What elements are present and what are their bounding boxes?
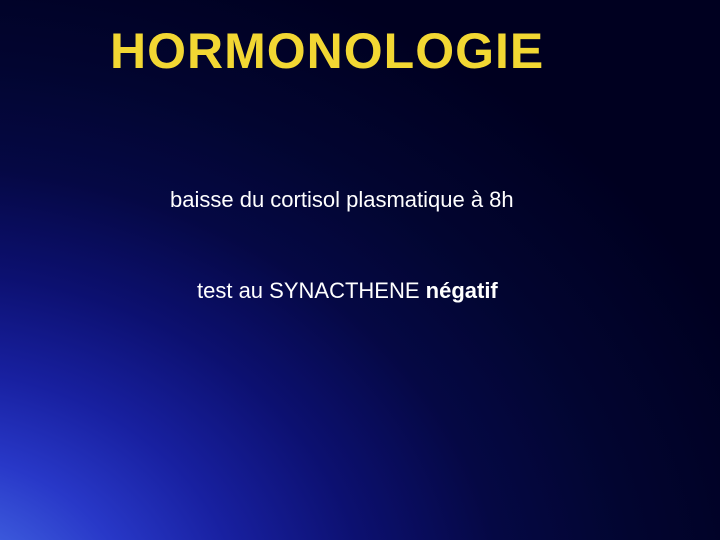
slide-container: HORMONOLOGIE baisse du cortisol plasmati… (0, 0, 720, 540)
slide-title: HORMONOLOGIE (110, 22, 544, 80)
body-line-1: baisse du cortisol plasmatique à 8h (170, 187, 514, 213)
body-line-2-bold: négatif (426, 278, 498, 303)
body-line-2-text: test au SYNACTHENE (197, 278, 426, 303)
body-line-2: test au SYNACTHENE négatif (197, 278, 498, 304)
